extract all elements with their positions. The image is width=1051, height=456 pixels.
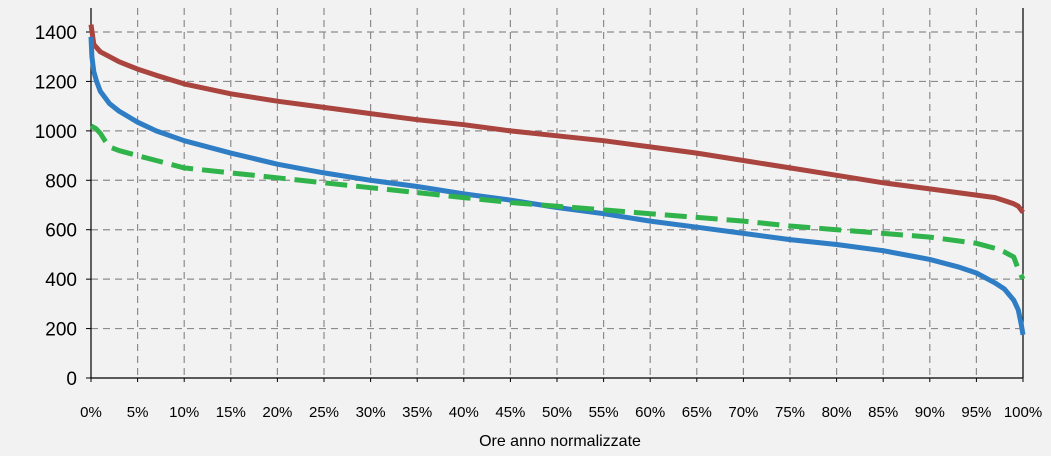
y-tick-label: 0 bbox=[66, 369, 77, 390]
x-tick-label: 85% bbox=[868, 404, 898, 421]
x-tick-label: 35% bbox=[402, 404, 432, 421]
x-tick-label: 80% bbox=[822, 404, 852, 421]
x-tick-label: 30% bbox=[356, 404, 386, 421]
x-tick-label: 25% bbox=[309, 404, 339, 421]
gridlines bbox=[91, 8, 1023, 378]
series-line-2 bbox=[88, 36, 1026, 336]
axes bbox=[86, 8, 1024, 382]
y-tick-label: 1200 bbox=[35, 72, 77, 93]
y-tick-label: 400 bbox=[45, 270, 77, 291]
x-tick-label: 75% bbox=[775, 404, 805, 421]
y-tick-labels: 0 200 400 600 800 1000 1200 1400 bbox=[35, 23, 77, 390]
x-tick-label: 10% bbox=[169, 404, 199, 421]
x-tick-label: 90% bbox=[915, 404, 945, 421]
x-tick-label: 0% bbox=[80, 404, 102, 421]
x-tick-label: 95% bbox=[961, 404, 991, 421]
x-tick-label: 20% bbox=[262, 404, 292, 421]
x-tick-label: 5% bbox=[127, 404, 149, 421]
x-tick-label: 55% bbox=[589, 404, 619, 421]
y-tick-label: 600 bbox=[45, 221, 77, 242]
x-tick-label: 15% bbox=[216, 404, 246, 421]
x-tick-label: 40% bbox=[449, 404, 479, 421]
x-tick-labels: 0% 5% 10% 15% 20% 25% 30% 35% 40% 45% 50% 55% 60% 65%… bbox=[80, 404, 1042, 421]
x-tick-label: 60% bbox=[635, 404, 665, 421]
x-axis-label: Ore anno normalizzate bbox=[479, 433, 641, 450]
x-tick-label: 70% bbox=[728, 404, 758, 421]
x-tick-label: 45% bbox=[495, 404, 525, 421]
series-lines bbox=[88, 24, 1026, 336]
y-tick-label: 1400 bbox=[35, 23, 77, 44]
y-tick-label: 200 bbox=[45, 320, 77, 341]
series-line-1 bbox=[88, 24, 1025, 214]
series-line-3 bbox=[89, 123, 1026, 281]
x-tick-label: 50% bbox=[542, 404, 572, 421]
x-tick-label: 65% bbox=[682, 404, 712, 421]
x-tick-label: 100% bbox=[1004, 404, 1042, 421]
y-tick-label: 1000 bbox=[35, 122, 77, 143]
y-tick-label: 800 bbox=[45, 171, 77, 192]
